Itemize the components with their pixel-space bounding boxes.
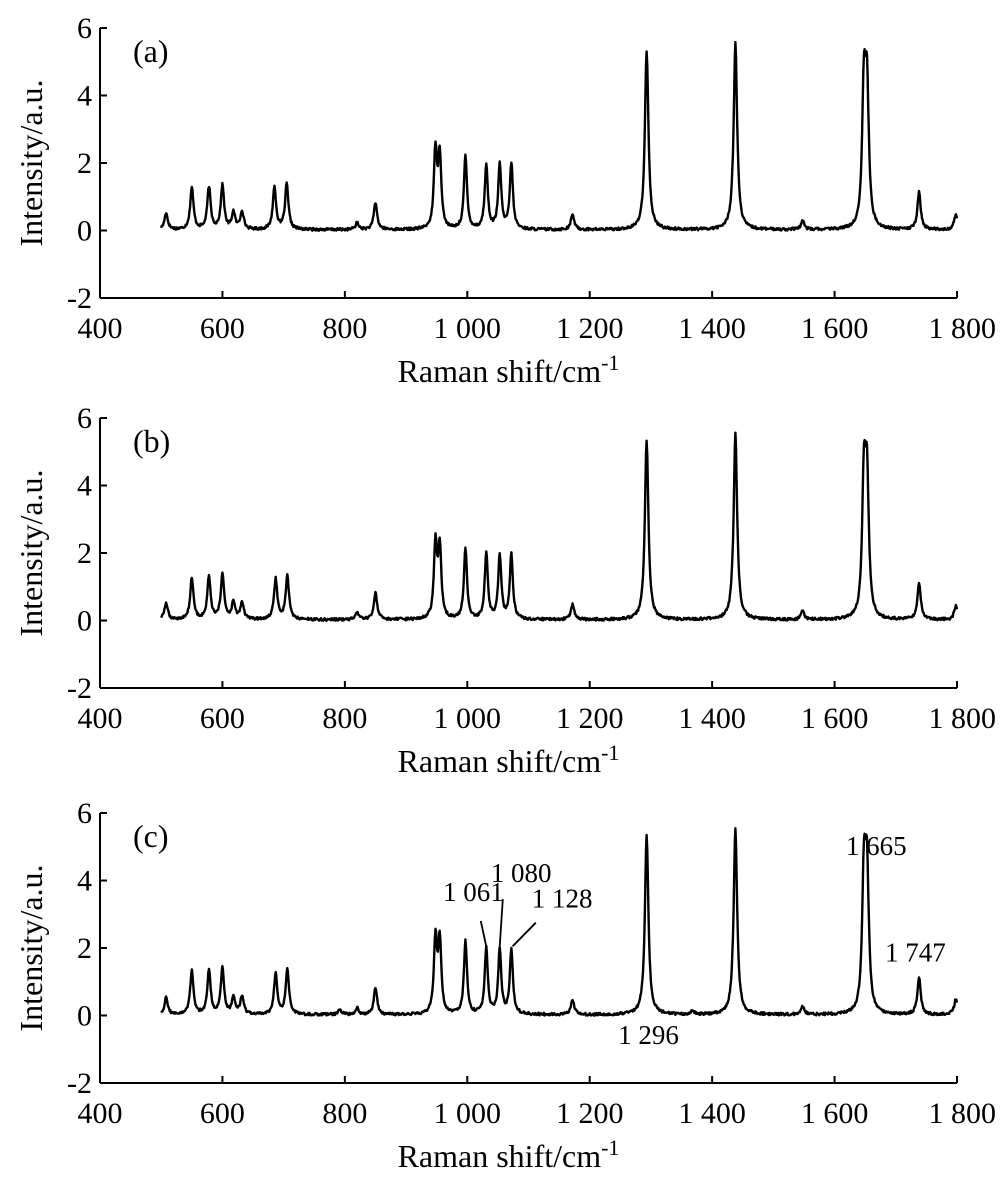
y-tick-label: 4 xyxy=(77,80,92,113)
x-axis-title: Raman shift/cm-1 xyxy=(398,740,620,779)
x-tick-label: 1 800 xyxy=(929,1097,997,1130)
x-tick-label: 1 600 xyxy=(801,702,869,735)
x-tick-label: 1 000 xyxy=(434,1097,502,1130)
x-tick-label: 1 200 xyxy=(556,702,624,735)
x-axis-title: Raman shift/cm-1 xyxy=(398,350,620,389)
x-tick-label: 1 400 xyxy=(678,312,746,345)
x-tick-label: 400 xyxy=(78,1097,123,1130)
y-axis-title: Intensity/a.u. xyxy=(13,79,49,246)
y-tick-label: 0 xyxy=(77,605,92,638)
peak-annotation-label: 1 747 xyxy=(885,938,946,968)
y-tick-label: 4 xyxy=(77,865,92,898)
y-tick-label: 2 xyxy=(77,932,92,965)
y-tick-label: 4 xyxy=(77,470,92,503)
peak-annotation-label: 1 080 xyxy=(491,858,552,888)
y-tick-label: 6 xyxy=(77,797,92,830)
peak-annotation-label: 1 296 xyxy=(618,1020,679,1050)
y-tick-label: 6 xyxy=(77,402,92,435)
x-tick-label: 400 xyxy=(78,312,123,345)
y-axis-title: Intensity/a.u. xyxy=(13,864,49,1031)
spectrum-line xyxy=(160,431,959,622)
x-tick-label: 1 800 xyxy=(929,312,997,345)
chart-panel-1: -2 0 2 4 6 400 600 800 1 000 1 200 1 400 1 600 1 800… xyxy=(13,402,996,779)
peak-annotation-label: 1 128 xyxy=(532,884,593,914)
x-tick-label: 600 xyxy=(200,702,245,735)
panel-label: (c) xyxy=(133,818,169,854)
x-tick-label: 1 000 xyxy=(434,702,502,735)
y-tick-label: 0 xyxy=(77,1000,92,1033)
y-tick-label: -2 xyxy=(67,672,92,705)
x-tick-label: 1 400 xyxy=(678,1097,746,1130)
panel-label: (a) xyxy=(133,33,169,69)
x-tick-label: 1 200 xyxy=(556,312,624,345)
panel-label: (b) xyxy=(133,423,170,459)
peak-annotation-label: 1 061 xyxy=(443,877,504,907)
annotation-leader-line xyxy=(511,922,537,947)
y-axis-title: Intensity/a.u. xyxy=(13,469,49,636)
x-axis-title: Raman shift/cm-1 xyxy=(398,1135,620,1174)
spectrum-line xyxy=(160,827,959,1017)
annotation-leader-line xyxy=(498,899,504,947)
y-tick-label: 6 xyxy=(77,12,92,45)
x-tick-label: 600 xyxy=(200,1097,245,1130)
x-tick-label: 1 200 xyxy=(556,1097,624,1130)
spectrum-line xyxy=(160,40,959,232)
x-tick-label: 800 xyxy=(322,312,367,345)
y-tick-label: -2 xyxy=(67,282,92,315)
x-tick-label: 1 600 xyxy=(801,1097,869,1130)
x-tick-label: 1 400 xyxy=(678,702,746,735)
y-tick-label: 2 xyxy=(77,537,92,570)
x-tick-label: 800 xyxy=(322,702,367,735)
chart-panel-0: -2 0 2 4 6 400 600 800 1 000 1 200 1 400 1 600 1 800… xyxy=(13,12,996,389)
y-tick-label: 2 xyxy=(77,147,92,180)
peak-annotation-label: 1 665 xyxy=(846,831,907,861)
x-tick-label: 1 800 xyxy=(929,702,997,735)
x-tick-label: 400 xyxy=(78,702,123,735)
x-tick-label: 1 000 xyxy=(434,312,502,345)
x-tick-label: 800 xyxy=(322,1097,367,1130)
y-tick-label: -2 xyxy=(67,1067,92,1100)
y-tick-label: 0 xyxy=(77,215,92,248)
x-tick-label: 1 600 xyxy=(801,312,869,345)
annotation-leader-line xyxy=(479,920,488,947)
chart-panel-2: -2 0 2 4 6 400 600 800 1 000 1 200 1 400 1 600 1 800… xyxy=(13,797,996,1174)
x-tick-label: 600 xyxy=(200,312,245,345)
